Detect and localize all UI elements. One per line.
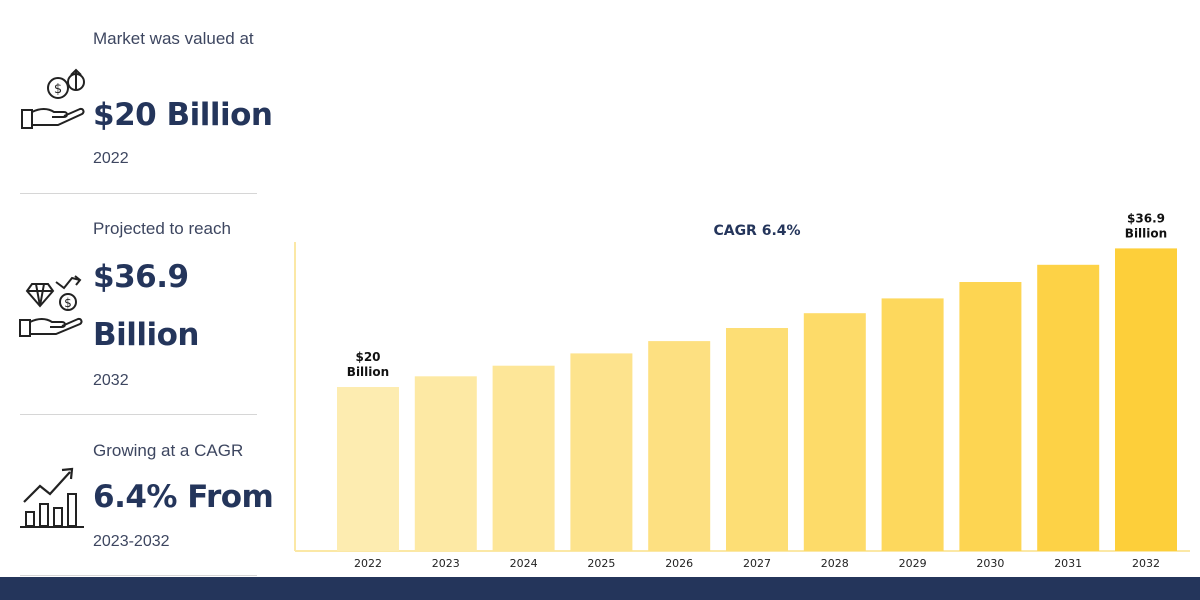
stat-caption: Growing at a CAGR <box>93 441 244 460</box>
divider <box>20 414 257 415</box>
svg-text:$: $ <box>54 82 62 97</box>
market-bar-chart: CAGR 6.4% 2022 2023 2024 2025 2026 2027 2028 20… <box>294 211 1190 570</box>
divider <box>20 193 257 194</box>
svg-text:$: $ <box>64 296 72 310</box>
x-tick-label-2028: 2028 <box>821 557 849 570</box>
diamond-hand-icon: $ <box>19 275 83 337</box>
divider <box>20 575 257 576</box>
x-tick-label-2024: 2024 <box>510 557 538 570</box>
footer-bar <box>0 577 1200 600</box>
data-label-2022: $20 Billion <box>347 350 389 379</box>
stat-year: 2023-2032 <box>93 533 170 550</box>
stat-value: 6.4% From <box>93 479 274 515</box>
x-tick-label-2026: 2026 <box>665 557 693 570</box>
bar-2029 <box>881 298 944 551</box>
bar-2027 <box>726 328 788 551</box>
growth-chart-icon <box>20 467 84 528</box>
stat-year: 2032 <box>93 372 129 389</box>
stat-value: $36.9 Billion <box>93 259 200 353</box>
stat-year: 2022 <box>93 150 129 167</box>
x-tick-label-2022: 2022 <box>354 557 382 570</box>
bar-2030 <box>959 282 1022 551</box>
x-tick-label-2030: 2030 <box>976 557 1004 570</box>
bar-2031 <box>1037 264 1100 551</box>
chart-title: CAGR 6.4% <box>713 223 800 239</box>
x-tick-label-2025: 2025 <box>587 557 615 570</box>
x-tick-label-2023: 2023 <box>432 557 460 570</box>
bar-2023 <box>414 376 477 551</box>
x-tick-label-2032: 2032 <box>1132 557 1160 570</box>
bar-2032 <box>1115 248 1177 551</box>
x-tick-label-2031: 2031 <box>1054 557 1082 570</box>
data-label-2032: $36.9 Billion <box>1125 211 1167 240</box>
bar-2024 <box>492 365 555 551</box>
stat-caption: Market was valued at <box>93 29 254 48</box>
bar-2025 <box>570 353 633 551</box>
stat-caption: Projected to reach <box>93 219 231 238</box>
money-hand-icon: $ <box>21 68 85 129</box>
x-tick-label-2027: 2027 <box>743 557 771 570</box>
x-tick-label-2029: 2029 <box>899 557 927 570</box>
bar-2026 <box>648 341 711 551</box>
bar-2028 <box>803 313 866 551</box>
stat-value: $20 Billion <box>93 97 273 133</box>
bar-2022 <box>337 387 399 551</box>
